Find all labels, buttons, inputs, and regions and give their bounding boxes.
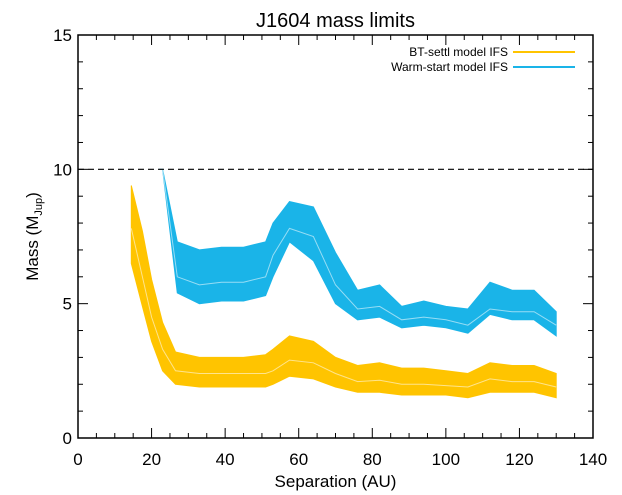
x-tick-label: 20 (142, 450, 161, 469)
chart-title: J1604 mass limits (256, 10, 415, 32)
x-tick-label: 100 (432, 450, 460, 469)
axis-ticks (77, 34, 594, 439)
x-tick-label: 120 (505, 450, 533, 469)
axis-tick-labels: 0 20 40 60 80 100 120 140 0 5 10 15 (53, 26, 607, 469)
legend-label-0: BT-settl model IFS (409, 45, 508, 59)
x-axis-label: Separation (AU) (275, 472, 397, 491)
series-bands (130, 168, 557, 399)
x-tick-label: 0 (73, 450, 82, 469)
y-axis-label-close: ) (23, 192, 42, 198)
y-axis-label-main: Mass (M (23, 216, 42, 281)
y-tick-label: 10 (53, 160, 72, 179)
x-tick-label: 40 (216, 450, 235, 469)
series-center-line-1 (158, 168, 557, 326)
series-center-line-0 (130, 228, 557, 388)
series-band-1 (158, 168, 557, 337)
y-tick-label: 0 (63, 429, 72, 448)
x-tick-label: 140 (579, 450, 607, 469)
y-axis-label: Mass (MJup) (23, 192, 45, 281)
y-tick-label: 15 (53, 26, 72, 45)
x-tick-label: 60 (289, 450, 308, 469)
legend-label-1: Warm-start model IFS (391, 60, 508, 74)
y-axis-label-subscript: Jup (33, 198, 45, 216)
y-tick-label: 5 (63, 295, 72, 314)
x-tick-label: 80 (363, 450, 382, 469)
series-band-0 (130, 185, 557, 399)
